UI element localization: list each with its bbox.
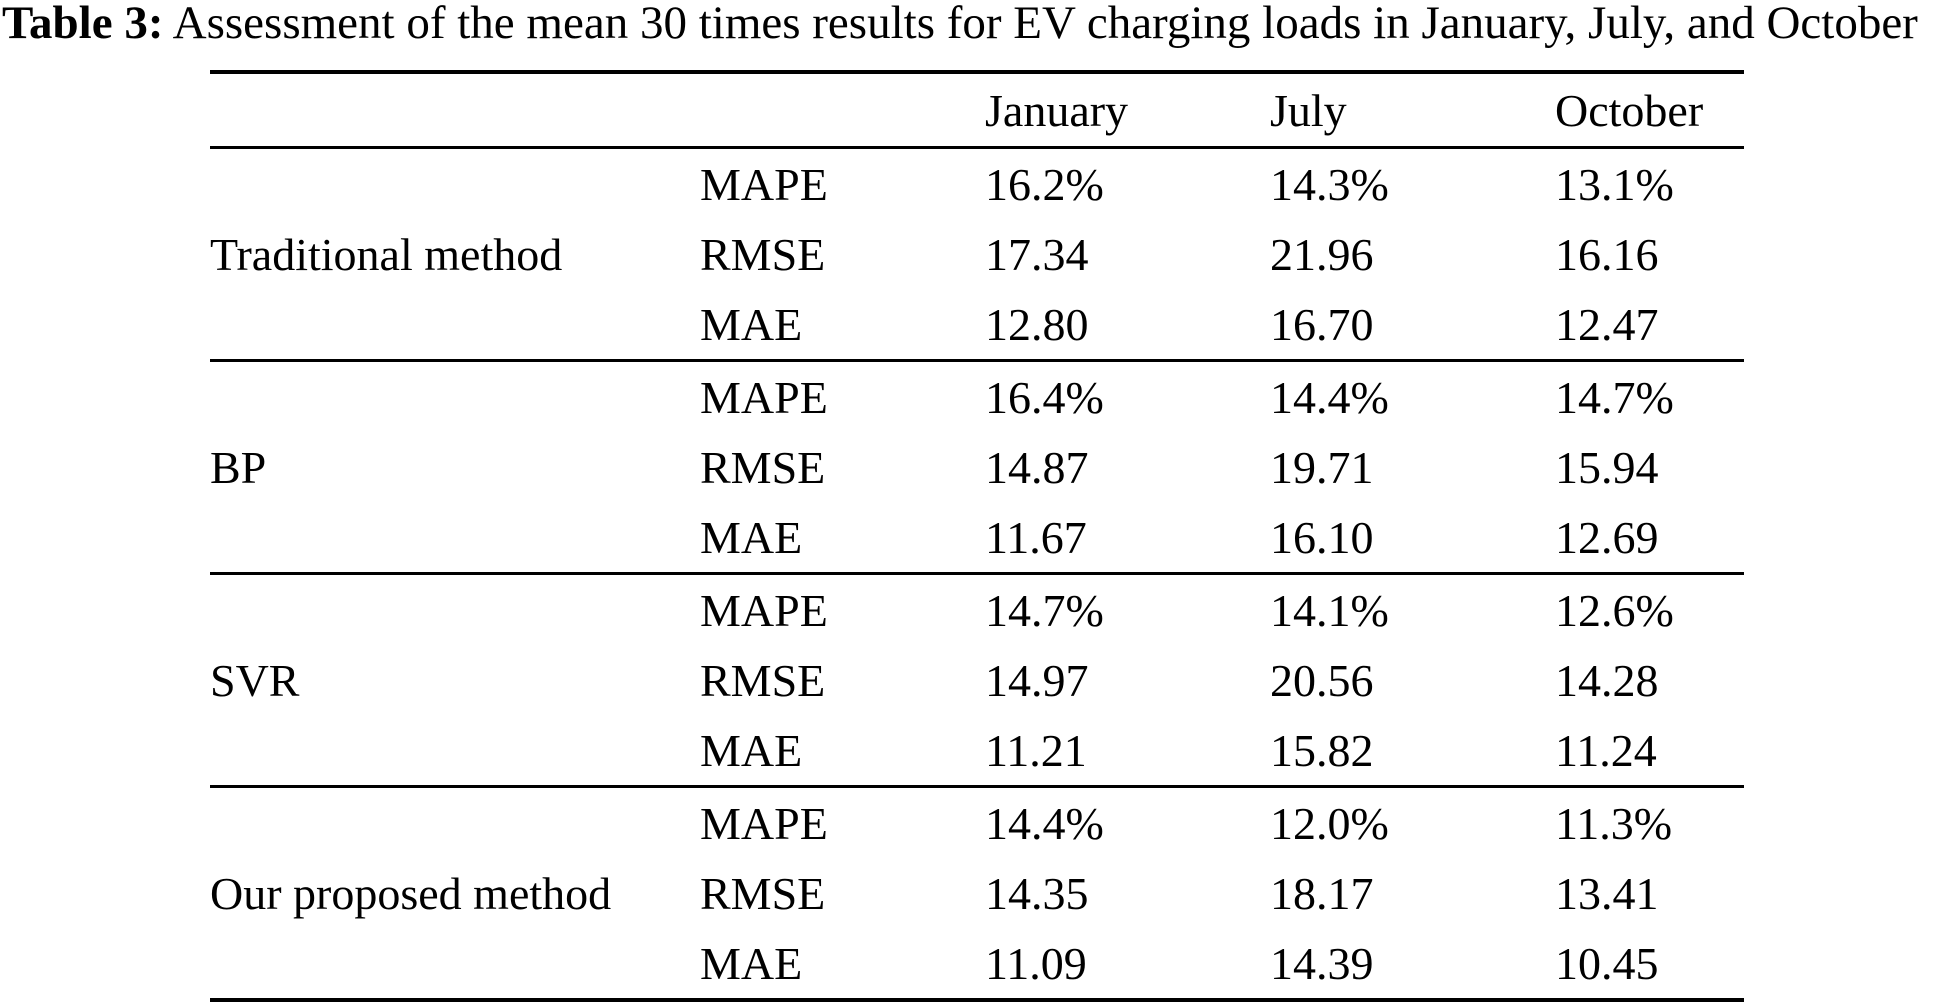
table-caption: Table 3: Assessment of the mean 30 times… [2,0,1954,52]
column-header-october: October [1555,84,1704,136]
metric-label: MAPE [700,797,828,849]
value-cell: 14.35 [985,867,1089,919]
value-cell: 11.24 [1555,724,1657,776]
column-header-july: July [1270,84,1347,136]
table-caption-text: Assessment of the mean 30 times results … [163,0,1918,49]
metric-label: MAE [700,511,803,563]
metric-label: MAE [700,298,803,350]
table-caption-label: Table 3: [2,0,164,49]
value-cell: 12.6% [1555,584,1674,636]
value-cell: 16.70 [1270,298,1374,350]
metric-label: RMSE [700,654,826,706]
value-cell: 18.17 [1270,867,1374,919]
metric-label: RMSE [700,867,826,919]
metric-label: RMSE [700,441,826,493]
value-cell: 14.7% [1555,371,1674,423]
value-cell: 16.4% [985,371,1104,423]
method-label: Our proposed method [210,867,612,919]
value-cell: 12.47 [1555,298,1659,350]
value-cell: 14.4% [1270,371,1389,423]
method-label: Traditional method [210,228,563,280]
method-label: BP [210,441,267,493]
value-cell: 12.0% [1270,797,1389,849]
value-cell: 14.4% [985,797,1104,849]
table-section-proposed: Our proposed method MAPE 14.4% 12.0% 11.… [210,788,1744,998]
metric-label: MAPE [700,371,828,423]
value-cell: 13.41 [1555,867,1659,919]
metric-label: RMSE [700,228,826,280]
value-cell: 11.09 [985,937,1087,989]
value-cell: 13.1% [1555,158,1674,210]
value-cell: 12.80 [985,298,1089,350]
table-section-svr: SVR MAPE 14.7% 14.1% 12.6% RMSE 14.97 20… [210,575,1744,788]
value-cell: 14.87 [985,441,1089,493]
value-cell: 16.16 [1555,228,1659,280]
value-cell: 15.82 [1270,724,1374,776]
value-cell: 21.96 [1270,228,1374,280]
value-cell: 11.3% [1555,797,1673,849]
method-label: SVR [210,654,300,706]
results-table: January July October Traditional method … [210,70,1744,1002]
value-cell: 16.2% [985,158,1104,210]
value-cell: 17.34 [985,228,1089,280]
metric-label: MAE [700,724,803,776]
value-cell: 20.56 [1270,654,1374,706]
value-cell: 12.69 [1555,511,1659,563]
table-header-row: January July October [210,74,1744,149]
metric-label: MAPE [700,584,828,636]
column-header-january: January [985,84,1129,136]
metric-label: MAE [700,937,803,989]
value-cell: 16.10 [1270,511,1374,563]
value-cell: 14.97 [985,654,1089,706]
value-cell: 10.45 [1555,937,1659,989]
value-cell: 19.71 [1270,441,1374,493]
table-section-traditional: Traditional method MAPE 16.2% 14.3% 13.1… [210,149,1744,362]
value-cell: 11.67 [985,511,1087,563]
value-cell: 14.28 [1555,654,1659,706]
table-section-bp: BP MAPE 16.4% 14.4% 14.7% RMSE 14.87 19.… [210,362,1744,575]
value-cell: 14.3% [1270,158,1389,210]
value-cell: 11.21 [985,724,1087,776]
value-cell: 14.7% [985,584,1104,636]
value-cell: 14.39 [1270,937,1374,989]
value-cell: 15.94 [1555,441,1659,493]
value-cell: 14.1% [1270,584,1389,636]
metric-label: MAPE [700,158,828,210]
